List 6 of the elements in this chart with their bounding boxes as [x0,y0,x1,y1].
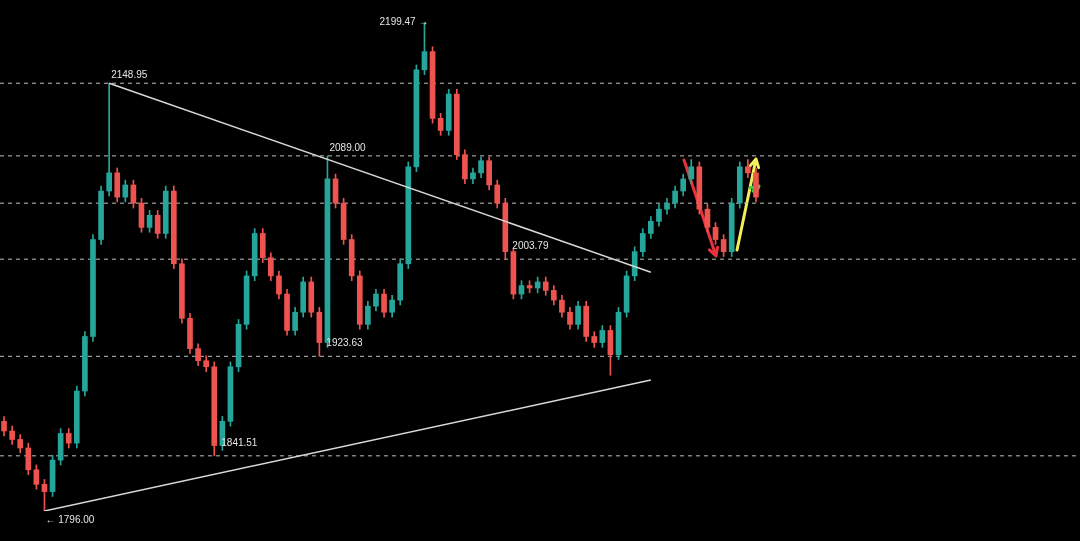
annotation: 2199.47 → [379,15,429,27]
annotation: ← 1796.00 [45,513,95,525]
annotation: 2089.00 [329,141,367,153]
annotation: 2003.79 [512,239,549,251]
annotation: 2148.95 [111,68,148,80]
candlestick [106,82,112,197]
